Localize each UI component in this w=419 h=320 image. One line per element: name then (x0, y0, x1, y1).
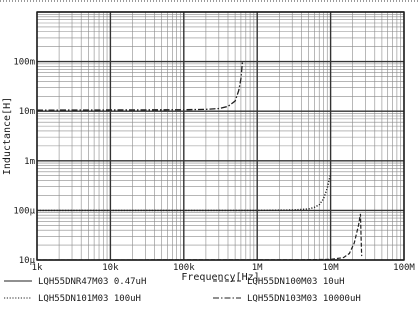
x-tick-label: 10M (322, 263, 339, 273)
legend-label-4: LQH55DN103M03 10000uH (247, 294, 361, 304)
legend-label-1: LQH55DNR47M03 0.47uH (38, 277, 146, 287)
y-tick-label: 100m (13, 58, 35, 68)
x-tick-label: 1k (32, 263, 43, 273)
legend-label-2: LQH55DN100M03 10uH (247, 277, 345, 287)
plot-area (37, 12, 404, 260)
y-tick-label: 100μ (13, 206, 35, 216)
y-tick-label: 10μ (19, 256, 36, 266)
legend-label-3: LQH55DN101M03 100uH (38, 294, 141, 304)
series-line-4 (37, 61, 244, 111)
y-tick-label: 1m (24, 157, 35, 167)
x-axis-label: Frequency[Hz] (181, 272, 259, 283)
series-line-2 (37, 213, 363, 260)
x-tick-label: 10k (102, 263, 119, 273)
series-line-3 (37, 173, 332, 212)
x-tick-label: 100k (173, 263, 195, 273)
x-tick-label: 1M (252, 263, 263, 273)
x-tick-label: 100M (393, 263, 415, 273)
y-axis-label: Inductance[H] (2, 97, 13, 175)
y-tick-label: 10m (19, 107, 35, 117)
